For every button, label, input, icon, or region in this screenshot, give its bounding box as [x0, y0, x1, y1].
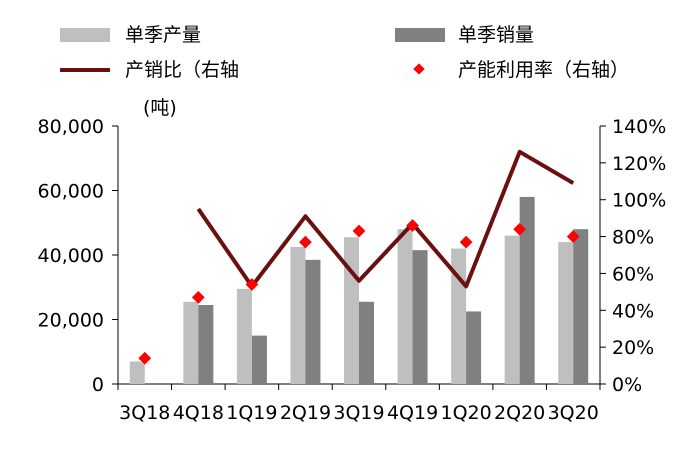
right-axis-tick-label: 120% — [612, 153, 666, 175]
marker-capacity-utilization — [459, 235, 473, 249]
x-axis-tick-label: 2Q19 — [280, 402, 331, 424]
legend-item-sales: 单季销量 — [395, 24, 534, 46]
x-axis-tick-label: 3Q20 — [548, 402, 599, 424]
bar-output — [344, 237, 359, 384]
right-axis-tick-label: 20% — [612, 337, 654, 359]
legend-item-output: 单季产量 — [60, 24, 201, 46]
legend-label-ratio: 产销比（右轴 — [125, 59, 239, 81]
x-axis-tick-label: 3Q19 — [333, 402, 384, 424]
left-axis-tick-label: 20,000 — [38, 310, 104, 332]
marker-capacity-utilization — [245, 278, 259, 291]
marker-capacity-utilization — [191, 291, 205, 304]
bar-sales — [519, 196, 535, 384]
marker-capacity-utilization — [138, 351, 152, 365]
bar-sales — [305, 259, 321, 384]
x-axis-tick-label: 4Q18 — [173, 402, 224, 424]
right-axis-tick-label: 140% — [612, 116, 666, 138]
bar-output — [129, 361, 145, 384]
right-axis-tick-label: 0% — [612, 374, 642, 396]
bar-sales — [412, 250, 428, 384]
left-axis-unit-label: (吨) — [143, 97, 177, 119]
bar-output — [558, 242, 574, 384]
legend: 单季产量 单季销量 产销比（右轴 产能利用率（右轴） — [60, 24, 629, 81]
bar-sales — [198, 304, 214, 384]
plot-area: 0 20,000 40,000 60,000 80,000 0% 20% 40% 60% 80% 1… — [38, 116, 667, 424]
bar-output — [236, 288, 252, 384]
marker-capacity-utilization — [299, 235, 312, 249]
x-axis-tick-label: 1Q20 — [440, 402, 491, 424]
bar-sales — [251, 335, 267, 384]
x-axis-tick-label: 1Q19 — [226, 402, 277, 424]
x-axis-tick-label: 4Q19 — [387, 402, 438, 424]
legend-label-output: 单季产量 — [125, 24, 201, 46]
marker-capacity-utilization — [406, 219, 419, 232]
legend-swatch-output — [60, 28, 110, 42]
bar-output — [290, 246, 306, 384]
line-production-sales-ratio — [196, 149, 575, 289]
legend-item-ratio: 产销比（右轴 — [60, 59, 239, 81]
x-axis-tick-label: 3Q18 — [119, 402, 170, 424]
left-axis-tick-label: 40,000 — [38, 245, 104, 267]
right-axis-tick-label: 60% — [612, 263, 654, 285]
right-axis-tick-label: 100% — [612, 190, 666, 212]
legend-label-sales: 单季销量 — [458, 24, 534, 46]
legend-swatch-sales — [395, 28, 445, 42]
bar-output — [183, 301, 199, 384]
left-axis-tick-label: 0 — [92, 374, 104, 396]
bar-sales — [573, 229, 589, 384]
x-axis-tick-label: 2Q20 — [494, 402, 545, 424]
left-axis-tick-label: 60,000 — [38, 181, 104, 203]
bar-sales — [359, 301, 374, 384]
legend-item-utilization: 产能利用率（右轴） — [413, 59, 629, 81]
bar-output — [504, 235, 520, 384]
bar-output — [397, 229, 413, 384]
legend-label-utilization: 产能利用率（右轴） — [458, 59, 629, 81]
marker-capacity-utilization — [352, 224, 366, 238]
right-axis-tick-label: 40% — [612, 300, 654, 322]
right-axis-tick-label: 80% — [612, 227, 654, 249]
legend-swatch-utilization — [413, 63, 425, 75]
left-axis-tick-label: 80,000 — [38, 116, 104, 138]
bar-sales — [466, 311, 482, 384]
